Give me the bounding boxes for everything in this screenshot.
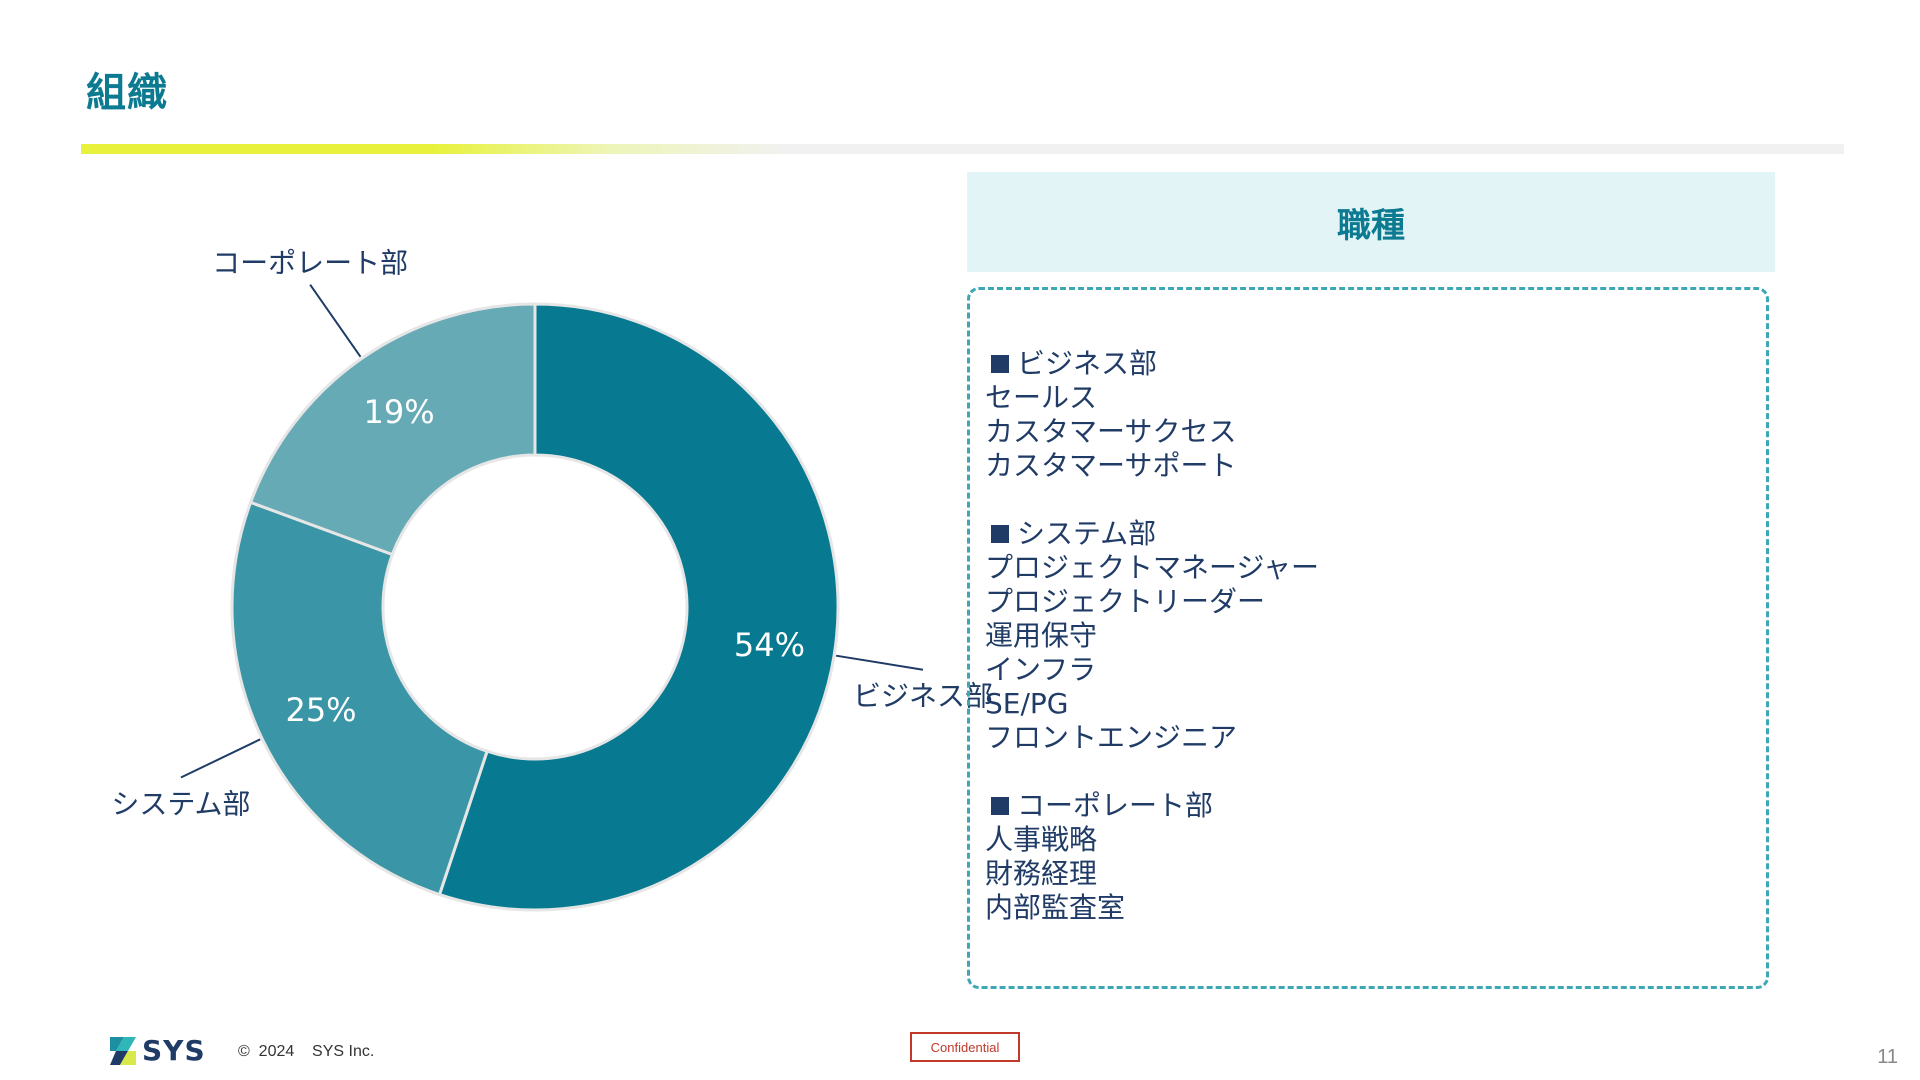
slice-percent-label: 54% [734,626,805,664]
callout-leader-line [309,284,362,358]
org-donut-chart: 54% 25% 19% ビジネス部 システム部 コーポレート部 [0,170,993,1030]
role-group-heading-label: システム部 [1017,517,1157,550]
company-logo: SYS [110,1034,206,1067]
donut-slice [230,500,489,897]
role-item: 人事戦略 [985,823,1098,856]
callout-leader-line [180,738,261,779]
role-item: フロントエンジニア [985,721,1238,754]
role-item: セールス [985,381,1098,414]
role-group-system: システム部 プロジェクトマネージャー プロジェクトリーダー 運用保守 インフラ … [985,517,1745,755]
page-number: 11 [1877,1046,1898,1068]
role-group-business: ビジネス部 セールス カスタマーサクセス カスタマーサポート [985,347,1745,483]
sys-logo-icon [110,1036,136,1065]
role-item: 財務経理 [985,857,1098,890]
role-group-heading: ビジネス部 [985,347,1745,381]
role-group-heading: コーポレート部 [985,789,1745,823]
role-group-heading: システム部 [985,517,1745,551]
callout-leader-line [835,654,924,671]
role-group-corporate: コーポレート部 人事戦略 財務経理 内部監査室 [985,789,1745,925]
slice-percent-label: 19% [364,393,435,431]
category-label: システム部 [111,788,250,821]
role-item: SE/PG [985,687,1069,720]
category-label: コーポレート部 [212,247,408,280]
slice-percent-label: 25% [285,691,356,729]
role-item: カスタマーサポート [985,449,1237,482]
square-bullet-icon [991,355,1009,373]
title-divider [81,144,1844,154]
square-bullet-icon [991,797,1009,815]
confidential-badge: Confidential [910,1032,1020,1062]
copyright-text: © 2024 SYS Inc. [238,1043,375,1060]
donut-slice [437,302,840,912]
role-group-heading-label: ビジネス部 [1017,347,1158,380]
role-group-heading-label: コーポレート部 [1017,789,1214,822]
square-bullet-icon [991,525,1009,543]
role-item: プロジェクトマネージャー [985,551,1320,584]
job-types-header: 職種 [967,172,1775,272]
role-item: インフラ [985,653,1097,686]
logo-text: SYS [142,1034,206,1067]
donut-slice [248,302,537,557]
page-title: 組織 [86,70,168,116]
job-types-list: ビジネス部 セールス カスタマーサクセス カスタマーサポート システム部 プロジ… [985,347,1745,959]
role-item: カスタマーサクセス [985,415,1237,448]
slide-footer: SYS © 2024 SYS Inc. Confidential 11 [0,1030,1920,1080]
role-item: プロジェクトリーダー [985,585,1266,618]
role-item: 運用保守 [985,619,1098,652]
job-types-panel [967,287,1769,989]
role-item: 内部監査室 [985,891,1126,924]
